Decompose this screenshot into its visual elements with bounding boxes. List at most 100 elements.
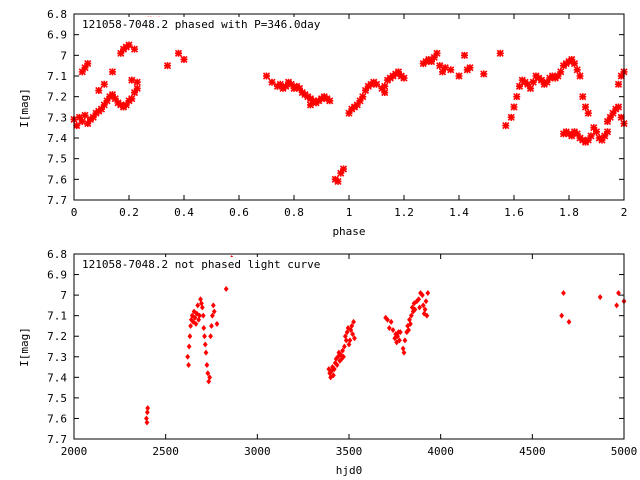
unphased-x-tick-label: 3500 (336, 445, 363, 458)
unphased-data-point (210, 312, 215, 319)
phased-data-point (543, 78, 551, 86)
unphased-data-point (203, 349, 209, 356)
unphased-data-point (144, 419, 150, 426)
unphased-data-point (191, 308, 197, 315)
unphased-y-tick-label: 6.9 (47, 269, 67, 282)
unphased-data-point (386, 325, 392, 331)
unphased-data-point (561, 290, 566, 297)
phased-data-point (447, 66, 455, 74)
unphased-data-point (210, 302, 216, 309)
phased-data-point (356, 97, 364, 105)
unphased-data-point (402, 337, 408, 344)
unphased-y-tick-label: 7.1 (47, 310, 67, 323)
unphased-data-point (394, 339, 400, 346)
phased-data-point (601, 132, 609, 140)
unphased-data-point (401, 349, 407, 356)
phased-data-point (117, 49, 125, 57)
phased-data-point (515, 82, 524, 90)
phased-data-point (111, 95, 119, 103)
phased-y-tick-label: 7.6 (47, 173, 67, 186)
unphased-x-tick-label: 5000 (611, 445, 638, 458)
phased-x-tick-label: 1 (346, 206, 353, 219)
phased-data-point (81, 111, 89, 119)
unphased-data-point (207, 374, 213, 381)
unphased-data-point (186, 343, 192, 350)
phased-data-point (441, 64, 449, 72)
unphased-data-point (420, 302, 426, 309)
unphased-data-point (416, 296, 422, 303)
phased-data-point (510, 103, 518, 111)
panel-unphased-xlabel: hjd0 (336, 464, 363, 477)
unphased-data-point (385, 316, 390, 323)
phased-data-point (100, 80, 108, 88)
phased-data-point (130, 45, 139, 53)
unphased-data-point (408, 312, 414, 319)
phased-x-tick-label: 0 (71, 206, 78, 219)
phased-y-tick-label: 6.8 (47, 8, 67, 21)
phased-data-point (584, 136, 592, 144)
unphased-y-tick-label: 7.5 (47, 392, 67, 405)
phased-data-point (381, 88, 389, 97)
phased-data-point (524, 80, 532, 88)
unphased-x-tick-label: 3000 (244, 445, 271, 458)
phased-data-point (554, 72, 562, 80)
phased-data-point (617, 113, 625, 121)
phased-data-point (122, 101, 130, 109)
unphased-data-point (211, 308, 217, 315)
phased-data-point (81, 64, 89, 72)
phased-data-point (345, 109, 353, 117)
unphased-data-point (202, 333, 207, 340)
unphased-data-point (202, 341, 208, 348)
phased-data-point (128, 95, 136, 103)
phased-data-point (262, 72, 271, 80)
phased-data-point (78, 117, 86, 126)
phased-data-point (372, 80, 381, 88)
panel-unphased-frame (73, 253, 625, 440)
unphased-data-point (331, 366, 337, 373)
unphased-data-point (189, 312, 195, 319)
phased-data-point (606, 113, 614, 121)
unphased-data-point (421, 310, 427, 317)
unphased-data-point (328, 374, 334, 381)
phased-data-point (84, 60, 92, 68)
unphased-data-point (209, 322, 214, 329)
phased-x-tick-label: 0.2 (119, 206, 139, 219)
unphased-data-point (190, 318, 196, 325)
phased-data-point (133, 78, 141, 86)
unphased-data-point (199, 304, 205, 311)
phased-data-point (617, 72, 625, 80)
phased-data-point (526, 84, 535, 92)
phased-data-point (89, 113, 97, 121)
unphased-y-tick-label: 7.3 (47, 351, 67, 364)
phased-y-tick-label: 7.4 (47, 132, 67, 145)
unphased-y-tick-label: 7.4 (47, 371, 67, 384)
panel-phased-ticks: 0 0.2 0.4 0.6 0.8 1 1.2 1.4 1.6 1.8 2 6.8 6.9 7 7.1 7.2… (47, 8, 627, 219)
phased-data-point (557, 68, 565, 76)
unphased-data-point (192, 314, 198, 321)
unphased-data-point (616, 290, 621, 297)
unphased-data-point (144, 415, 149, 422)
panel-phased-title: 121058-7048.2 phased with P=346.0day (82, 18, 321, 31)
panel-phased-xlabel: phase (332, 225, 365, 238)
phased-data-point (579, 93, 587, 101)
unphased-data-point (349, 322, 355, 329)
unphased-data-point (388, 318, 394, 325)
unphased-data-point (206, 378, 212, 385)
phased-y-tick-label: 7.7 (47, 194, 67, 207)
unphased-data-point (145, 405, 151, 412)
phased-data-point (108, 91, 117, 99)
phased-y-tick-label: 7.1 (47, 70, 67, 83)
phased-data-point (581, 103, 590, 111)
phased-data-point (603, 117, 612, 126)
unphased-data-point (185, 353, 191, 360)
phased-data-point (125, 41, 133, 49)
phased-data-point (587, 132, 595, 140)
phased-x-tick-label: 0.4 (174, 206, 194, 219)
unphased-data-point (412, 306, 418, 313)
phased-data-point (502, 122, 510, 130)
phased-data-point (381, 82, 389, 90)
unphased-data-point (406, 327, 411, 334)
phased-data-point (455, 72, 463, 80)
unphased-y-tick-label: 7 (60, 289, 67, 302)
